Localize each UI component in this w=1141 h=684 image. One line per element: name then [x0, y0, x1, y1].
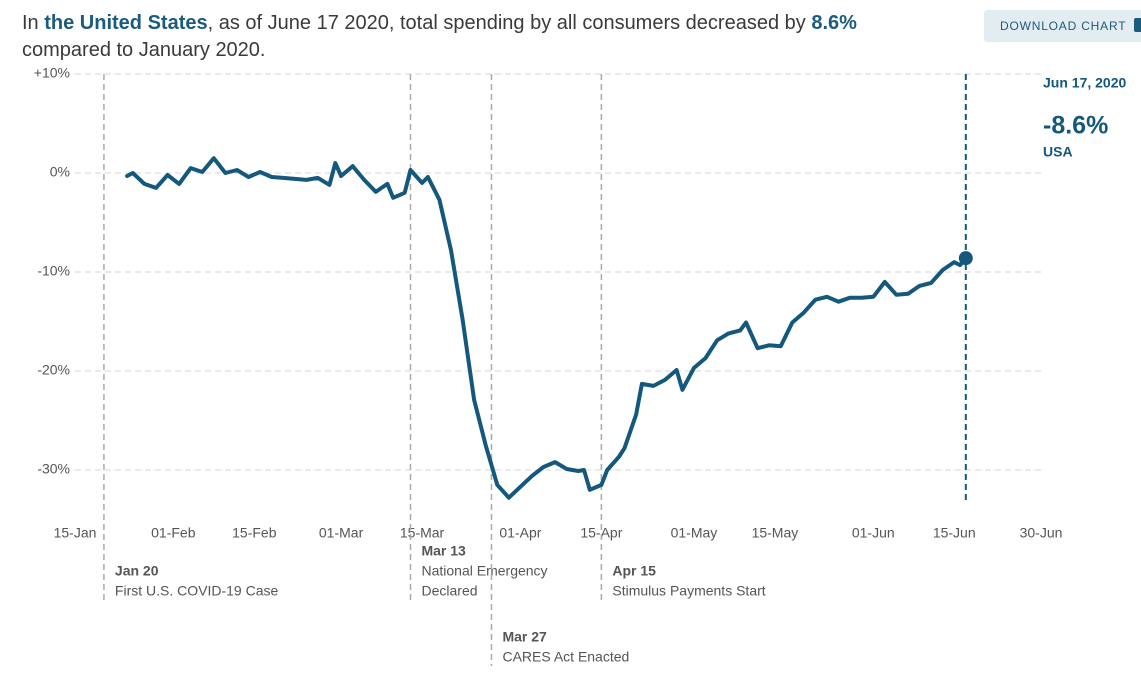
y-tick-label: 0%	[50, 164, 70, 180]
x-tick-label: 15-Jan	[54, 525, 97, 541]
annotation-text: CARES Act Enacted	[502, 649, 629, 665]
x-tick-label: 15-Jun	[933, 525, 976, 541]
x-tick-label: 01-Jun	[852, 525, 895, 541]
series-line	[125, 156, 968, 500]
annotation-date: Mar 27	[502, 629, 547, 645]
download-button[interactable]: DOWNLOAD CHART	[984, 10, 1141, 42]
x-tick-label: 01-Apr	[499, 525, 541, 541]
x-tick-label: 15-Feb	[232, 525, 277, 541]
title-part: , as of June 17 2020, total spending by …	[207, 12, 812, 34]
title-part: In	[22, 12, 45, 34]
y-tick-label: +10%	[34, 65, 70, 81]
annotation-text: Declared	[421, 583, 477, 599]
annotation-text: First U.S. COVID-19 Case	[115, 583, 279, 599]
callout-value: -8.6%	[1043, 112, 1108, 140]
x-tick-label: 01-Mar	[319, 525, 364, 541]
y-tick-label: -30%	[37, 461, 70, 477]
download-icon[interactable]	[1134, 18, 1141, 32]
chart-title: In the United States, as of June 17 2020…	[22, 10, 922, 64]
x-tick-label: 15-May	[752, 525, 799, 541]
annotation-text: National Emergency	[421, 563, 547, 579]
title-part: 8.6%	[811, 12, 857, 34]
x-tick-label: 15-Apr	[580, 525, 622, 541]
x-tick-label: 30-Jun	[1020, 525, 1063, 541]
x-tick-label: 15-Mar	[400, 525, 445, 541]
y-tick-label: -20%	[37, 362, 70, 378]
title-part: the United States	[44, 12, 208, 34]
annotation-date: Mar 13	[421, 543, 466, 559]
x-tick-label: 01-Feb	[151, 525, 196, 541]
title-part: compared to January 2020.	[22, 39, 266, 61]
annotation-date: Apr 15	[612, 563, 656, 579]
highlight-dot	[958, 251, 973, 266]
callout-region: USA	[1043, 144, 1073, 160]
callout-date: Jun 17, 2020	[1043, 75, 1126, 91]
annotation-date: Jan 20	[115, 563, 159, 579]
y-tick-label: -10%	[37, 263, 70, 279]
button-label[interactable]: DOWNLOAD CHART	[1000, 19, 1127, 33]
x-tick-label: 01-May	[671, 525, 718, 541]
annotation-text: Stimulus Payments Start	[612, 583, 765, 599]
